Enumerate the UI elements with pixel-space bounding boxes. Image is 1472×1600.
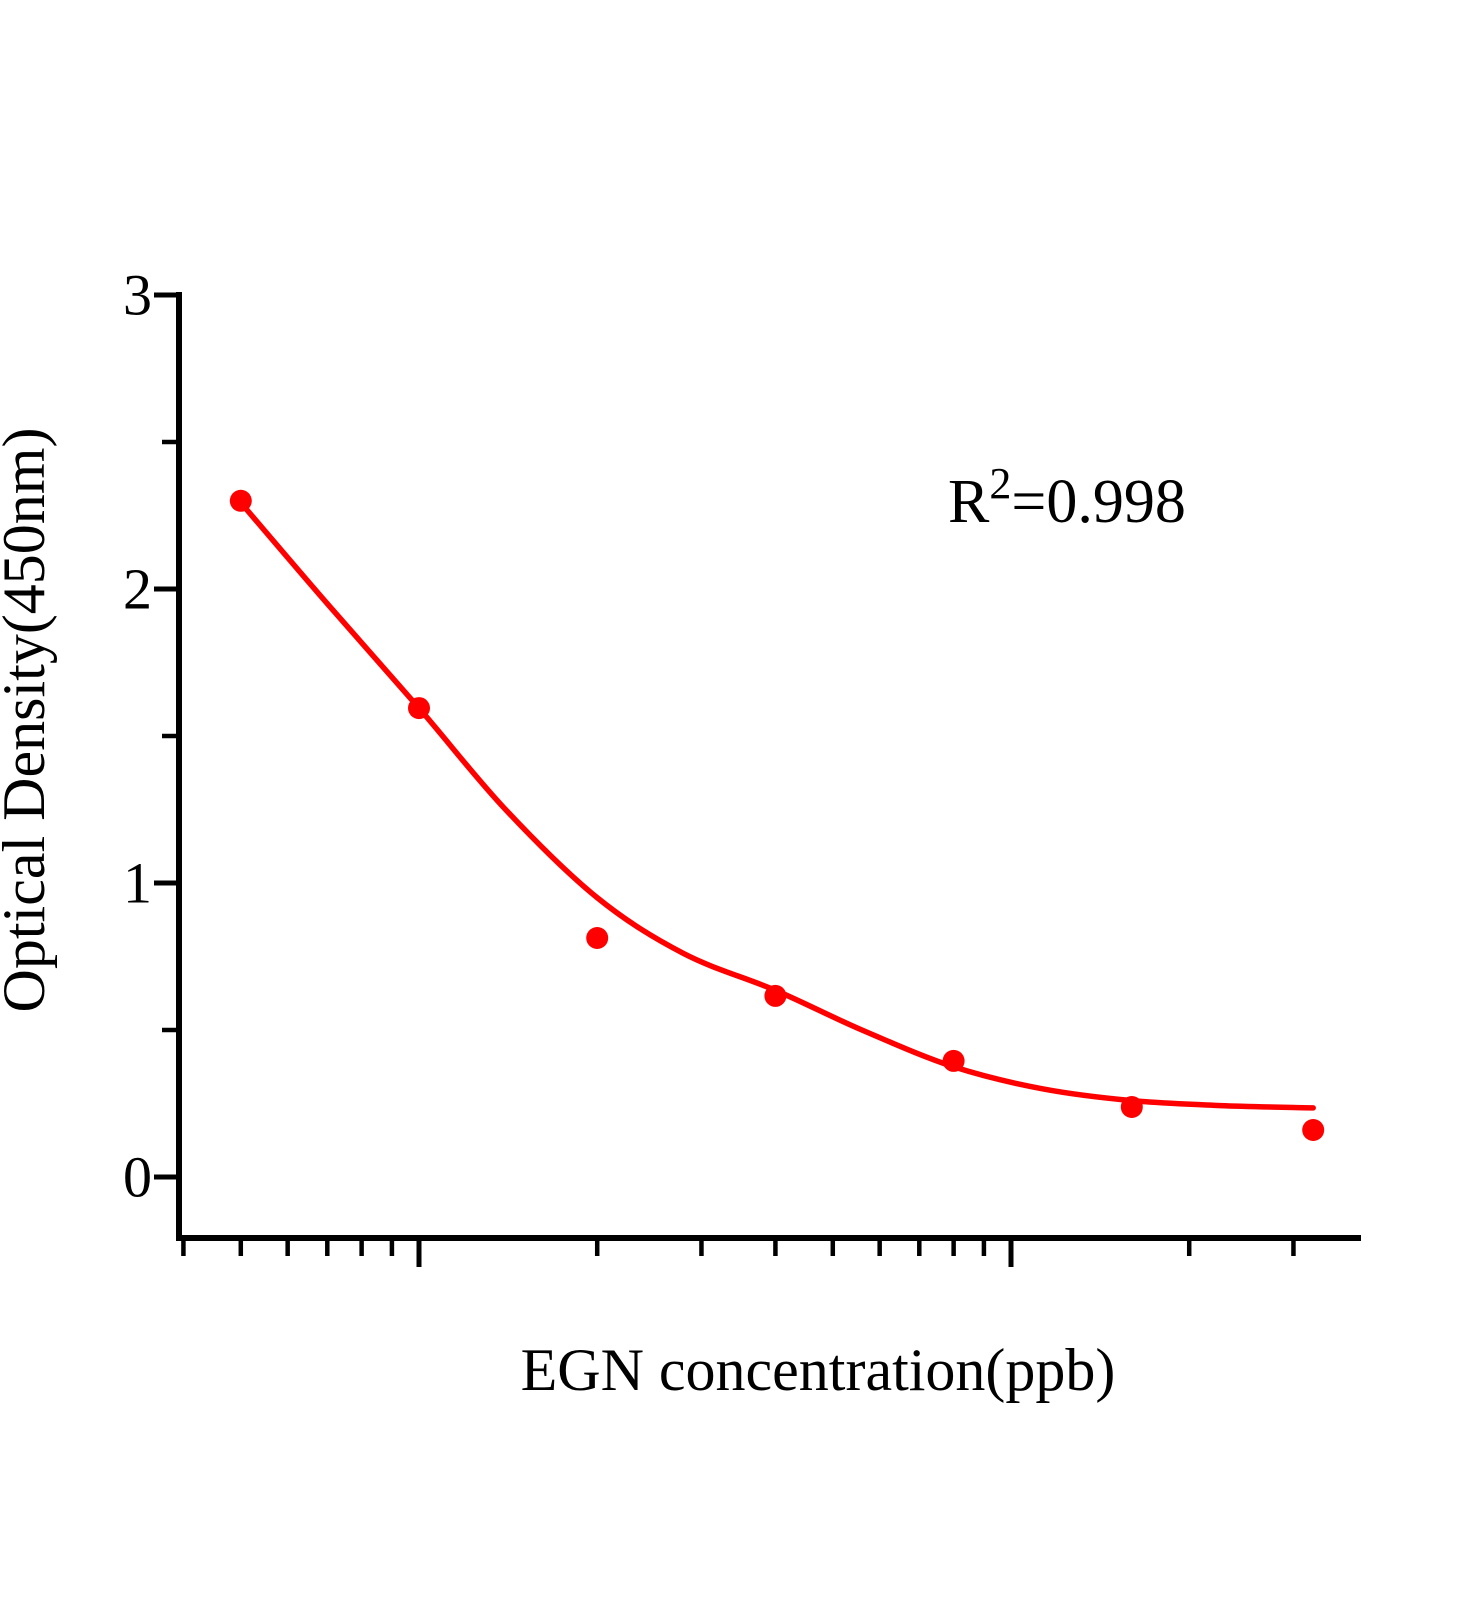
x-axis-ticks <box>181 1240 1296 1267</box>
x-axis-title: EGN concentration(ppb) <box>521 1337 1116 1403</box>
y-axis-tick-labels: 3 2 1 0 <box>123 263 152 1210</box>
y-tick-label: 3 <box>123 263 152 328</box>
data-point-marker <box>408 697 430 720</box>
r-squared-annotation: R2=0.998 <box>948 459 1186 536</box>
data-point-marker <box>229 489 252 512</box>
r-squared-base: R <box>948 468 990 536</box>
y-axis-title: Optical Density(450nm) <box>0 428 57 1013</box>
y-tick-label: 2 <box>123 557 152 622</box>
data-point-marker <box>942 1049 965 1072</box>
data-point-marker <box>1120 1096 1143 1118</box>
y-tick-label: 0 <box>123 1145 152 1210</box>
x-axis <box>176 1235 1361 1267</box>
data-point-marker <box>764 984 787 1007</box>
data-points <box>229 489 1325 1141</box>
r-squared-value: =0.998 <box>1011 468 1185 536</box>
fit-curve-line <box>236 498 1316 1111</box>
y-axis: 3 2 1 0 <box>123 263 182 1241</box>
r-squared-exponent: 2 <box>989 459 1011 508</box>
y-axis-ticks <box>154 292 177 1180</box>
data-point-marker <box>586 927 609 949</box>
y-tick-label: 1 <box>123 851 152 916</box>
data-point-marker <box>1302 1119 1325 1141</box>
